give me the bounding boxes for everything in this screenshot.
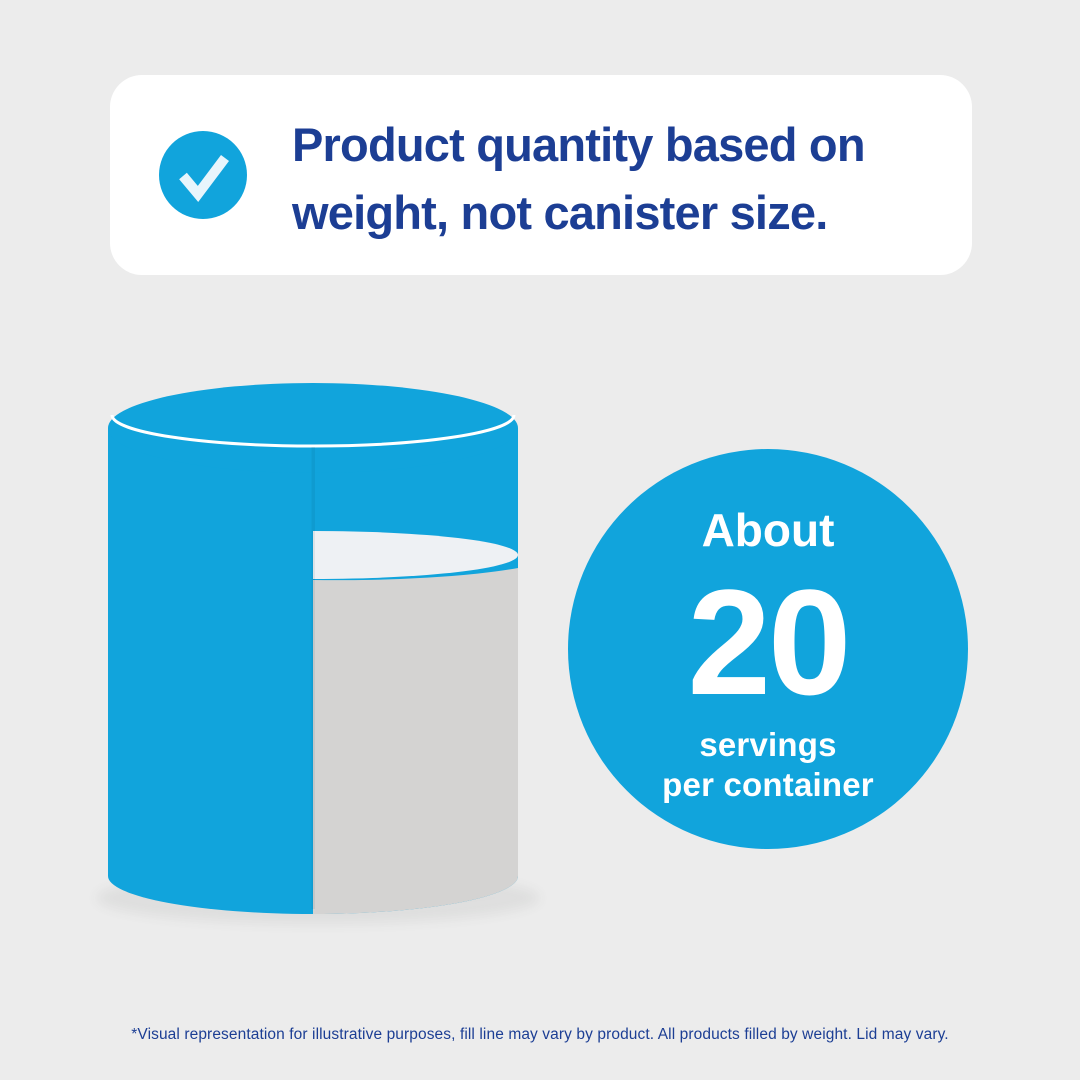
canister-seam xyxy=(311,447,315,909)
product-fill-surface xyxy=(313,531,518,579)
disclaimer-text: *Visual representation for illustrative … xyxy=(131,1026,949,1043)
canister-lid xyxy=(108,383,518,473)
servings-badge: About 20 servings per container xyxy=(568,449,968,849)
badge-prefix: About xyxy=(701,504,835,556)
check-circle xyxy=(159,131,247,219)
badge-value: 20 xyxy=(687,558,852,726)
check-icon xyxy=(179,155,229,203)
badge-unit-line-1: servings xyxy=(699,726,837,763)
headline-line-2: weight, not canister size. xyxy=(292,186,828,239)
badge-unit: servings per container xyxy=(662,725,874,805)
canister-rim-highlight-icon xyxy=(110,414,516,448)
badge-unit-line-2: per container xyxy=(662,766,874,803)
headline-line-1: Product quantity based on xyxy=(292,118,866,171)
headline-card: Product quantity based on weight, not ca… xyxy=(110,75,972,275)
headline: Product quantity based on weight, not ca… xyxy=(292,103,866,247)
product-fill-body xyxy=(313,568,518,914)
